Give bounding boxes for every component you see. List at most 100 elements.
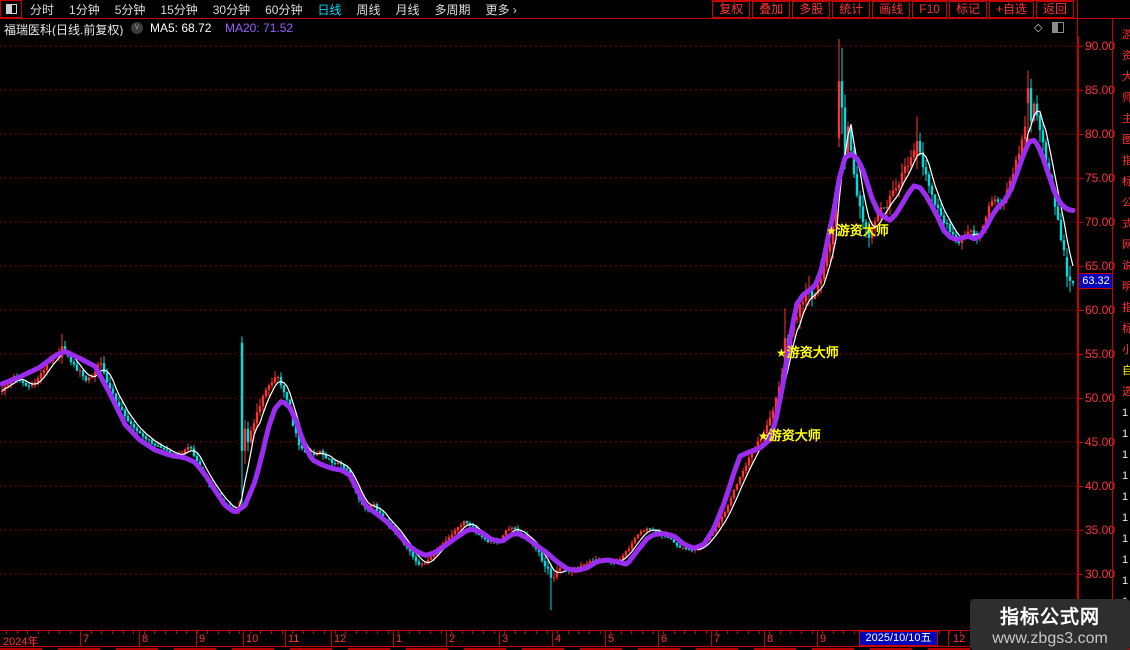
date-label: 7 (714, 633, 721, 645)
tab-period-3[interactable]: 15分钟 (160, 2, 198, 17)
toolbar-button-画线[interactable]: 画线 (872, 1, 911, 18)
tab-period-0[interactable]: 分时 (30, 2, 55, 17)
toolbar-button-多股[interactable]: 多股 (792, 1, 831, 18)
tab-period-2[interactable]: 5分钟 (114, 2, 146, 17)
tab-period-8[interactable]: 月线 (395, 2, 420, 17)
date-minor-tick (6, 631, 7, 634)
strip-glyph: 公 (1122, 193, 1130, 214)
split-square-icon (5, 4, 17, 14)
date-minor-tick (154, 631, 156, 634)
tab-period-1[interactable]: 1分钟 (69, 2, 100, 17)
date-separator (817, 631, 818, 646)
date-minor-tick (112, 631, 113, 634)
tab-period-9[interactable]: 多周期 (434, 2, 471, 17)
toolbar-button-标记[interactable]: 标记 (948, 1, 987, 18)
toolbar-button-+自选[interactable]: +自选 (988, 1, 1034, 18)
tab-period-10[interactable]: 更多 › (485, 2, 517, 17)
date-minor-tick (695, 631, 696, 634)
date-minor-tick (790, 631, 792, 634)
tab-period-7[interactable]: 周线 (356, 2, 381, 17)
date-minor-tick (355, 631, 357, 634)
date-label: 9 (199, 633, 206, 645)
ma20-line (0, 138, 1076, 573)
toolbar-right-buttons: 复权 叠加 多股 统计 画线 F10 标记 +自选 返回 (712, 0, 1074, 18)
date-minor-tick (101, 631, 103, 634)
date-minor-tick (663, 631, 665, 634)
tab-period-6[interactable]: 日线 (317, 2, 342, 17)
date-minor-tick (525, 631, 527, 634)
date-minor-tick (483, 631, 484, 634)
date-minor-tick (673, 631, 675, 634)
bottom-clipped-row (0, 648, 1130, 650)
date-minor-tick (122, 631, 124, 634)
date-minor-tick (16, 631, 18, 634)
date-label: 7 (83, 633, 90, 645)
date-minor-tick (567, 631, 569, 634)
date-minor-tick (260, 631, 262, 634)
price-label: 90.00 (1085, 39, 1116, 53)
date-separator (331, 631, 332, 646)
date-minor-tick (769, 631, 771, 634)
toolbar-button-叠加[interactable]: 叠加 (752, 1, 791, 18)
annotation-youzidashi: ★游资大师 (826, 223, 889, 238)
strip-glyph: 1 (1122, 512, 1129, 524)
strip-glyph: 资 (1122, 46, 1130, 67)
layout-panel-button[interactable] (0, 0, 22, 18)
toolbar-button-复权[interactable]: 复权 (712, 1, 751, 18)
date-minor-tick (186, 631, 188, 634)
date-separator (764, 631, 765, 646)
price-label: 85.00 (1085, 83, 1116, 97)
strip-glyph: 游 (1122, 25, 1130, 46)
date-minor-tick (536, 631, 537, 634)
strip-glyph: 1 (1122, 449, 1129, 461)
strip-glyph: 标 (1122, 172, 1130, 193)
diamond-icon[interactable]: ◇ (1034, 22, 1043, 34)
price-tick (1079, 134, 1083, 135)
date-minor-tick (451, 631, 453, 634)
date-minor-tick (398, 631, 400, 634)
strip-glyph: 1 (1122, 470, 1129, 482)
date-minor-tick (779, 631, 781, 634)
date-label: 12 (953, 633, 966, 645)
date-minor-tick (949, 631, 951, 634)
date-minor-tick (610, 631, 612, 634)
stock-title: 福瑞医科(日线.前复权) (4, 23, 124, 37)
date-separator (393, 631, 394, 646)
annotation-youzidashi: ★游资大师 (758, 428, 821, 443)
date-minor-tick (218, 631, 219, 634)
date-minor-tick (472, 631, 474, 634)
strip-glyph: 1 (1122, 491, 1129, 503)
price-label: 45.00 (1085, 435, 1116, 449)
tab-period-5[interactable]: 60分钟 (265, 2, 303, 17)
date-minor-tick (239, 631, 241, 634)
date-label: 5 (608, 633, 615, 645)
split-square-icon[interactable] (1052, 22, 1064, 33)
date-separator (499, 631, 500, 646)
price-tick (1079, 574, 1083, 575)
date-minor-tick (620, 631, 622, 634)
price-tick (1079, 178, 1083, 179)
period-tabs: 分时 1分钟 5分钟 15分钟 30分钟 60分钟 日线 周线 月线 多周期 更多 › (30, 0, 517, 18)
toolbar-button-F10[interactable]: F10 (912, 1, 947, 18)
date-minor-tick (196, 631, 198, 634)
axis-divider-line (1077, 0, 1078, 647)
site-watermark: 指标公式网 www.zbgs3.com (970, 599, 1130, 650)
strip-glyph: 标 (1122, 319, 1130, 340)
date-minor-tick (631, 631, 633, 634)
price-tick (1079, 486, 1083, 487)
chevron-down-icon[interactable]: ˅ (131, 22, 143, 34)
tab-period-4[interactable]: 30分钟 (212, 2, 251, 17)
candlestick-chart[interactable]: ★游资大师 ★游资大师 ★游资大师 (0, 36, 1078, 630)
date-separator (285, 631, 286, 646)
date-minor-tick (37, 631, 39, 634)
date-minor-tick (589, 631, 590, 634)
price-tick (1079, 310, 1083, 311)
date-label: 8 (767, 633, 774, 645)
strip-glyph: 网 (1122, 235, 1130, 256)
toolbar-button-返回[interactable]: 返回 (1035, 1, 1074, 18)
price-label: 55.00 (1085, 347, 1116, 361)
date-separator (196, 631, 197, 646)
toolbar-button-统计[interactable]: 统计 (832, 1, 871, 18)
date-minor-tick (546, 631, 548, 634)
strip-glyph: 选 (1122, 382, 1130, 403)
